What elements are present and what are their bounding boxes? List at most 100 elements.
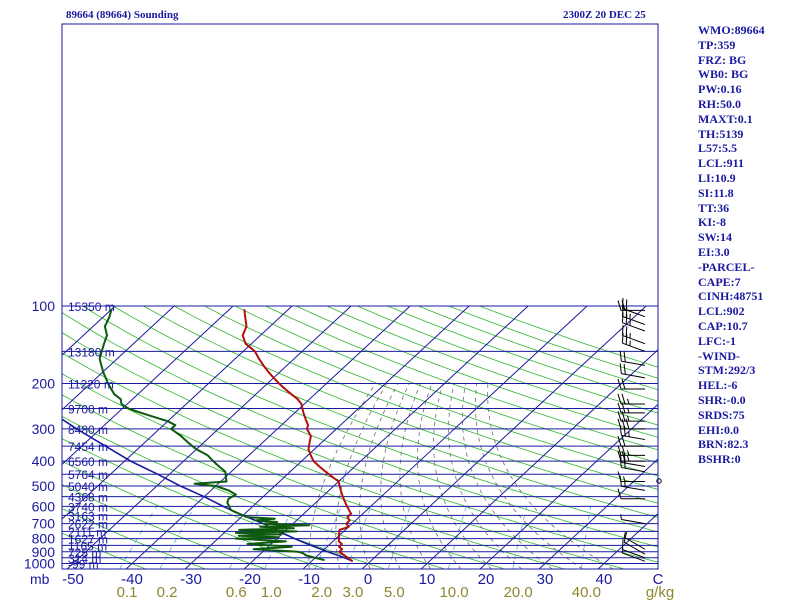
wind-barb (617, 471, 645, 482)
dry-adiabat-line (296, 305, 658, 438)
wind-barb-flag (624, 481, 626, 487)
wind-barb-flag (627, 407, 630, 414)
wind-barb-flag (621, 445, 626, 456)
wind-barbs (617, 298, 662, 562)
pressure-tick-label: 500 (32, 478, 56, 494)
mixing-ratio-tick-label: 10.0 (439, 584, 468, 600)
wind-barb-staff (623, 541, 646, 555)
wind-barb-flag (617, 435, 622, 447)
wind-barb-flag (617, 445, 622, 456)
mixing-ratio-tick-label: 3.0 (343, 584, 364, 600)
height-label: 1627 m (68, 533, 108, 547)
height-label: 9700 m (68, 403, 108, 417)
height-label: 2622 m (68, 518, 108, 532)
stat-line: SI:11.8 (698, 185, 734, 200)
wind-barb (617, 402, 645, 414)
mixing-ratio-tick-label: 0.2 (157, 584, 178, 600)
pressure-tick-label: 800 (32, 531, 56, 547)
height-label: 1165 m (68, 539, 107, 553)
stat-line: PW:0.16 (698, 82, 742, 97)
wind-barb-flag (623, 351, 626, 362)
wind-barb (617, 450, 645, 462)
dry-adiabat-line (82, 305, 658, 533)
wind-barb-flag (617, 402, 622, 414)
stat-line: FRZ: BG (698, 52, 747, 67)
height-label: -99 m (68, 558, 99, 572)
pressure-tick-label: 900 (32, 544, 56, 560)
moist-adiabat-line (474, 383, 583, 569)
stat-line: -PARCEL- (698, 259, 755, 274)
pressure-tick-label: 600 (32, 498, 56, 514)
mixing-ratio-line (447, 506, 467, 569)
height-label: 15350 m (68, 300, 115, 314)
stat-line: MAXT:0.1 (698, 111, 753, 126)
moist-adiabat-line (359, 383, 399, 569)
moist-adiabat-line (487, 383, 614, 569)
stat-line: TT:36 (698, 200, 730, 215)
wind-barb-flag (621, 450, 626, 462)
stat-line: LCL:911 (698, 156, 745, 171)
wind-barb-flag (627, 455, 630, 462)
mixing-ratio-tick-label: 5.0 (384, 584, 405, 600)
wind-barb-flag (621, 435, 626, 447)
dry-adiabat-line (62, 415, 445, 569)
dry-adiabat-line (357, 305, 658, 414)
wind-barb (617, 445, 645, 456)
dry-adiabat-line (173, 305, 658, 490)
moist-adiabat-line (308, 383, 376, 569)
isotherm-line (184, 305, 470, 569)
temperature-tick-label: 0 (364, 571, 372, 588)
stat-line: EI:3.0 (698, 244, 730, 259)
temperature-tick-label: -10 (298, 571, 320, 588)
stat-line: STM:292/3 (698, 363, 756, 378)
isotherm-line (62, 305, 116, 356)
height-label: 725 m (68, 546, 101, 560)
mixing-ratio-tick-label: 2.0 (311, 584, 332, 600)
sounding-title: 89664 (89664) Sounding (66, 9, 179, 21)
mixing-ratio-line (346, 506, 372, 569)
mixing-ratio-tick-label: 20.0 (504, 584, 533, 600)
isotherm-line (62, 305, 175, 411)
dry-adiabat-line (62, 332, 658, 563)
pressure-tick-label: 1000 (24, 556, 55, 572)
moist-adiabat-line (380, 383, 410, 569)
stat-line: LCL:902 (698, 304, 745, 319)
pressure-tick-label: 700 (32, 516, 56, 532)
wind-barb-flag (617, 450, 622, 462)
wind-barb (617, 488, 645, 500)
wind-barb (617, 393, 645, 405)
wind-barb-flag (617, 488, 622, 499)
isotherm-line (62, 305, 293, 520)
wind-barb (617, 435, 645, 447)
temperature-tick-label: 20 (478, 571, 495, 588)
wind-barb-staff (622, 549, 646, 559)
dry-adiabat-line (62, 373, 565, 569)
temperature-tick-label: -40 (121, 571, 143, 588)
height-label: 4368 m (68, 491, 108, 505)
wind-barb-flag (625, 418, 630, 430)
mixing-ratio-tick-label: 0.1 (117, 584, 138, 600)
wind-barb-flag (619, 363, 622, 374)
dry-adiabat-line (143, 305, 658, 504)
wind-barb (623, 531, 646, 555)
wind-barb (619, 363, 646, 379)
temperature-tick-label: -20 (239, 571, 261, 588)
height-label: 13180 m (68, 345, 115, 359)
moist-adiabat-line (335, 383, 388, 569)
height-label: 11220 m (68, 378, 114, 392)
stat-line: KI:-8 (698, 215, 726, 230)
wind-barb-staff (623, 536, 646, 550)
dewpoint-trace (98, 309, 325, 562)
wind-barb (617, 378, 645, 390)
moist-adiabat-line (448, 383, 523, 569)
wind-barb-flag (621, 402, 626, 414)
isotherm-line (538, 458, 658, 569)
wind-barb-flag (623, 531, 628, 543)
pressure-tick-label: 400 (32, 453, 56, 469)
wind-barb (621, 547, 646, 562)
wind-barb-flag (625, 326, 628, 337)
stat-line: -WIND- (698, 348, 740, 363)
stat-line: TH:5139 (698, 126, 744, 141)
